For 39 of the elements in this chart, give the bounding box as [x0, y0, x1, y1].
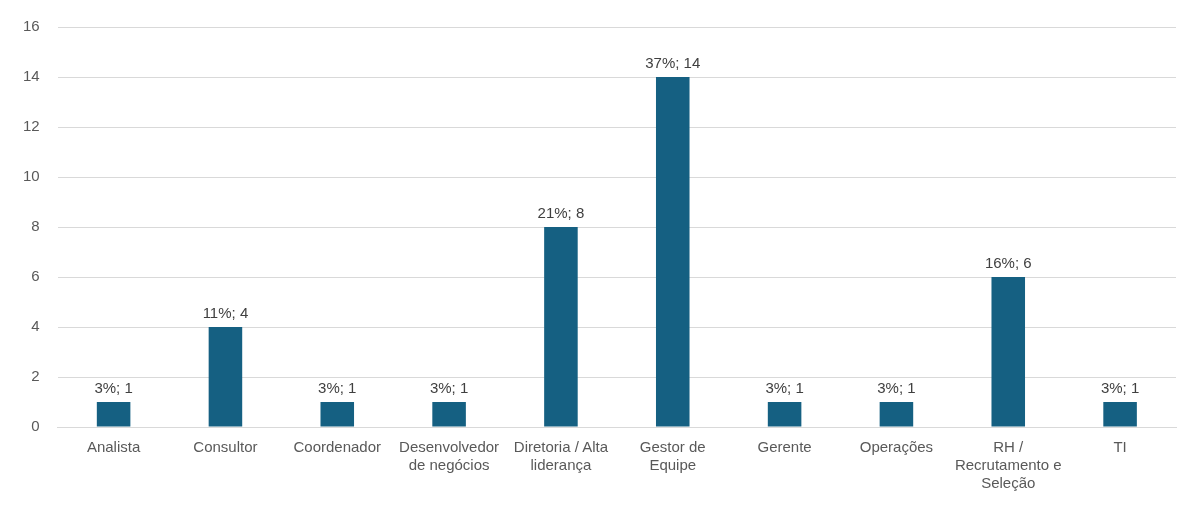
bar: [544, 227, 578, 427]
bar: [991, 277, 1026, 427]
bar: [655, 77, 690, 427]
x-tick-label: Consultor: [193, 438, 258, 456]
x-tick-label: TI: [1113, 438, 1127, 456]
x-tick-label: Desenvolvedor de negócios: [399, 438, 500, 474]
data-label: 11%; 4: [202, 303, 249, 321]
y-tick-label: 10: [23, 167, 40, 185]
data-label: 3%; 1: [1100, 378, 1140, 396]
bar: [1103, 402, 1137, 427]
bar: [767, 402, 802, 427]
data-label: 3%; 1: [765, 378, 804, 396]
x-tick-label: Coordenador: [293, 438, 382, 456]
y-tick-label: 2: [31, 367, 40, 385]
x-tick-label: Diretoria / Alta liderança: [513, 438, 609, 474]
data-label: 3%; 1: [318, 378, 357, 396]
data-label: 3%; 1: [429, 378, 469, 396]
y-tick-label: 6: [31, 267, 40, 285]
data-label: 3%; 1: [94, 378, 133, 396]
bar: [879, 402, 914, 427]
data-label: 21%; 8: [537, 203, 585, 221]
bar: [320, 402, 355, 427]
y-tick-label: 4: [31, 317, 40, 335]
data-label: 3%; 1: [877, 378, 916, 396]
x-tick-label: Gerente: [757, 438, 812, 456]
y-tick-label: 16: [23, 17, 40, 35]
data-label: 37%; 14: [645, 53, 701, 71]
y-tick-label: 0: [31, 417, 40, 435]
y-tick-label: 8: [31, 217, 40, 235]
bar: [96, 402, 131, 427]
x-tick-label: RH / Recrutamento e Seleção: [954, 438, 1062, 492]
data-label: 16%; 6: [984, 253, 1032, 271]
x-tick-label: Operações: [859, 438, 934, 456]
bar: [208, 327, 243, 427]
y-tick-label: 12: [23, 117, 40, 135]
bar: [432, 402, 466, 427]
x-tick-label: Analista: [86, 438, 141, 456]
y-tick-label: 14: [23, 67, 40, 85]
x-tick-label: Gestor de Equipe: [639, 438, 706, 474]
